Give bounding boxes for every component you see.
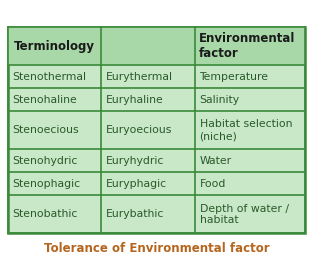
Text: Eurythermal: Eurythermal bbox=[106, 72, 173, 82]
Text: Stenothermal: Stenothermal bbox=[12, 72, 86, 82]
Text: Euryhydric: Euryhydric bbox=[106, 156, 164, 166]
Text: Environmental
factor: Environmental factor bbox=[199, 32, 295, 60]
Text: Eurybathic: Eurybathic bbox=[106, 209, 164, 219]
Text: Terminology: Terminology bbox=[13, 40, 95, 53]
Bar bbox=[8, 27, 305, 65]
Text: Salinity: Salinity bbox=[200, 95, 240, 105]
Text: Euryhaline: Euryhaline bbox=[106, 95, 164, 105]
Text: Depth of water /
habitat: Depth of water / habitat bbox=[200, 204, 289, 225]
Text: Habitat selection
(niche): Habitat selection (niche) bbox=[200, 119, 292, 141]
Text: Stenobathic: Stenobathic bbox=[12, 209, 78, 219]
Text: Stenophagic: Stenophagic bbox=[12, 179, 80, 189]
Text: Temperature: Temperature bbox=[200, 72, 269, 82]
Text: Euryoecious: Euryoecious bbox=[106, 125, 172, 135]
Bar bbox=[8, 27, 305, 233]
Text: Stenohaline: Stenohaline bbox=[12, 95, 77, 105]
Text: Food: Food bbox=[200, 179, 226, 189]
Text: Euryphagic: Euryphagic bbox=[106, 179, 167, 189]
Text: Water: Water bbox=[200, 156, 232, 166]
Text: Tolerance of Environmental factor: Tolerance of Environmental factor bbox=[44, 242, 269, 255]
Text: Stenohydric: Stenohydric bbox=[12, 156, 78, 166]
Text: Stenoecious: Stenoecious bbox=[12, 125, 79, 135]
